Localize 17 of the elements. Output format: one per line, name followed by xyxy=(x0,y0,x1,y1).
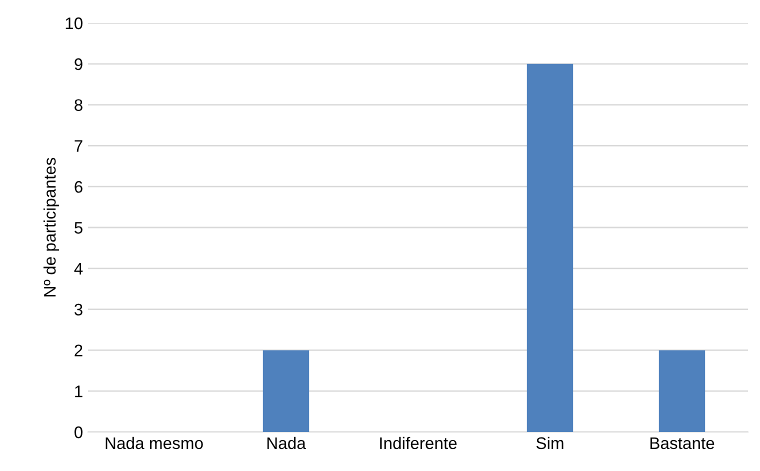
y-axis-title: Nº de participantes xyxy=(44,158,60,296)
y-tick-label: 3 xyxy=(74,304,82,316)
y-tick-label: 9 xyxy=(74,58,82,70)
y-tick-label: 7 xyxy=(74,140,82,152)
x-tick-label: Nada xyxy=(267,436,306,450)
y-tick-label: 4 xyxy=(74,262,83,274)
x-tick-label: Sim xyxy=(536,436,564,450)
y-tick-label: 1 xyxy=(75,386,82,398)
y-tick-label: 0 xyxy=(74,426,82,438)
x-tick-label: Nada mesmo xyxy=(106,436,203,450)
y-tick-label: 5 xyxy=(74,222,82,234)
x-tick-label: Bastante xyxy=(650,437,714,450)
x-tick-label: Indiferente xyxy=(380,436,457,450)
y-tick-label: 8 xyxy=(74,99,82,112)
y-tick-label: 2 xyxy=(74,344,82,356)
y-tick-label: 6 xyxy=(74,181,82,193)
y-tick-label: 10 xyxy=(66,17,82,30)
